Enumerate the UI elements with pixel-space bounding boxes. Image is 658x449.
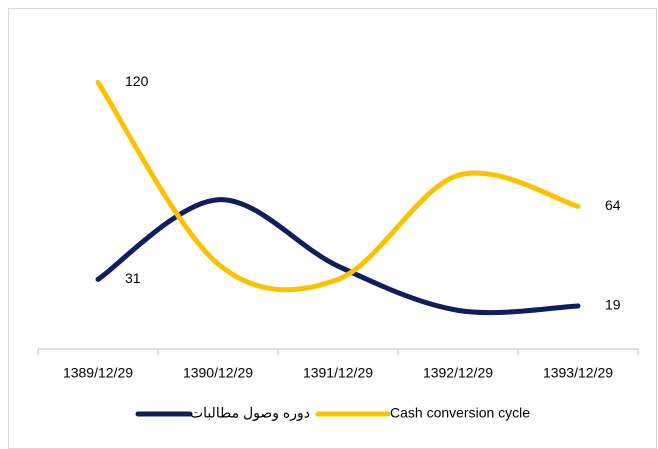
data-label: 120 — [125, 73, 149, 89]
x-tick-label: 1389/12/29 — [63, 365, 133, 381]
chart-frame — [8, 8, 657, 449]
legend-label: دوره وصول مطالبات — [190, 405, 310, 422]
data-label: 64 — [605, 197, 621, 213]
series-line — [95, 197, 581, 316]
x-tick-label: 1390/12/29 — [183, 365, 253, 381]
legend-label: Cash conversion cycle — [390, 405, 530, 421]
series-line — [95, 79, 581, 293]
x-tick-label: 1392/12/29 — [423, 365, 493, 381]
data-label: 19 — [605, 297, 621, 313]
data-label: 31 — [125, 270, 141, 286]
x-tick-label: 1391/12/29 — [303, 365, 373, 381]
x-tick-label: 1393/12/29 — [543, 365, 613, 381]
